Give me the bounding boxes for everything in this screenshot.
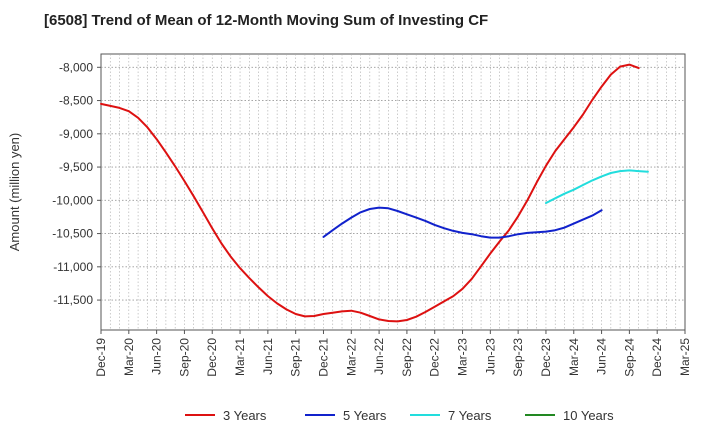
y-tick-label: -11,500 [53,293,93,307]
x-tick-label: Jun-20 [150,338,164,375]
x-tick-label: Mar-20 [122,338,136,376]
y-axis-title: Amount (million yen) [7,133,22,252]
x-tick-label: Sep-21 [289,338,303,377]
x-tick-label: Mar-25 [678,338,692,376]
x-tick-label: Dec-24 [650,338,664,377]
legend-label: 3 Years [223,408,267,423]
legend-label: 5 Years [343,408,387,423]
x-tick-label: Jun-24 [595,338,609,375]
y-tick-label: -8,000 [59,60,93,74]
y-tick-label: -10,500 [52,227,93,241]
x-tick-label: Dec-20 [205,338,219,377]
grid-lines [101,54,685,330]
y-tick-label: -9,500 [59,160,93,174]
plot-area [100,53,686,331]
legend: 3 Years 5 Years 7 Years 10 Years [185,408,614,423]
legend-label: 7 Years [448,408,492,423]
x-tick-label: Dec-23 [539,338,553,377]
y-tick-label: -11,000 [53,260,93,274]
series-line-7-years [545,169,649,204]
x-tick-label: Sep-24 [622,338,636,377]
x-tick-label: Mar-22 [344,338,358,376]
x-tick-label: Jun-23 [483,338,497,375]
x-tick-label: Dec-21 [316,338,330,377]
series-line-3-years [100,63,640,323]
legend-label: 10 Years [563,408,614,423]
x-axis-ticks: Dec-19 Mar-20 Jun-20 Sep-20 Dec-20 Mar-21 Jun-… [94,330,692,377]
y-tick-label: -10,000 [52,193,93,207]
x-tick-label: Mar-21 [233,338,247,376]
series-line-5-years [322,206,603,239]
x-tick-label: Jun-21 [261,338,275,375]
y-tick-label: -8,500 [59,94,93,108]
x-tick-label: Jun-22 [372,338,386,375]
y-tick-label: -9,000 [59,127,93,141]
x-tick-label: Sep-23 [511,338,525,377]
x-tick-label: Mar-23 [456,338,470,376]
series-lines [100,63,649,323]
x-tick-label: Mar-24 [567,338,581,376]
x-tick-label: Dec-19 [94,338,108,377]
chart-title: [6508] Trend of Mean of 12-Month Moving … [44,12,489,29]
x-tick-label: Dec-22 [428,338,442,377]
x-tick-label: Sep-20 [177,338,191,377]
x-tick-label: Sep-22 [400,338,414,377]
y-axis-ticks: -8,000 -8,500 -9,000 -9,500 -10,000 -10,500 -1… [52,60,101,307]
